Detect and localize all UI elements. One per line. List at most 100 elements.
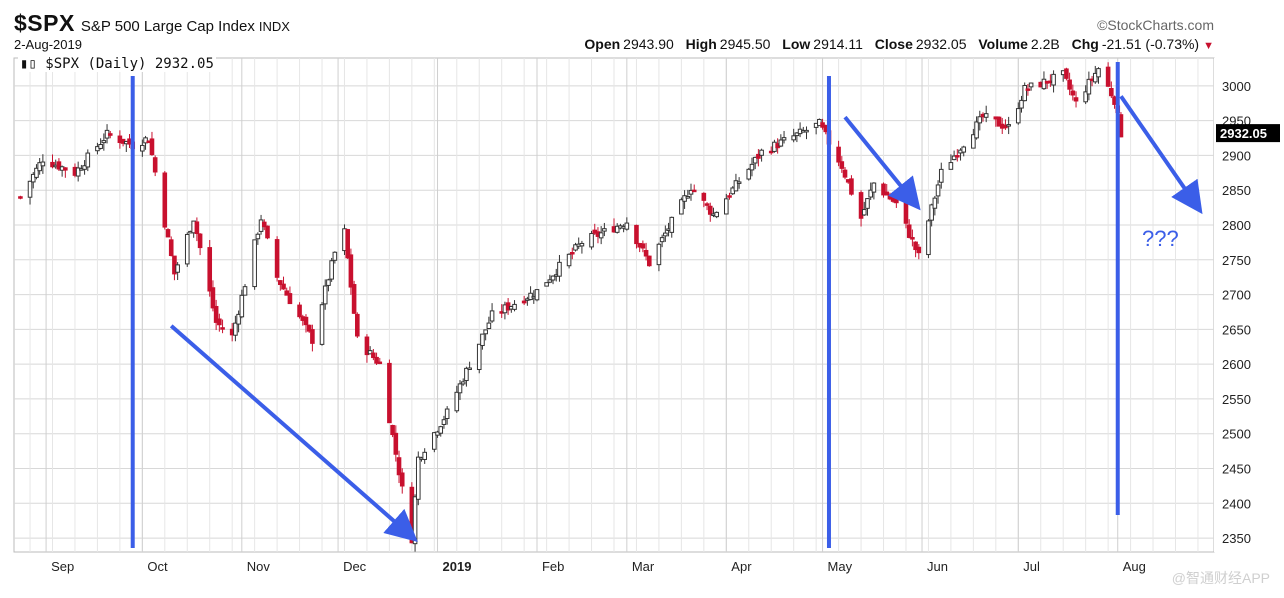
candle-body <box>143 137 148 144</box>
candle-body <box>916 246 922 254</box>
candle-body <box>476 343 482 371</box>
candle-body <box>929 204 934 221</box>
last-price-tag <box>1216 124 1280 143</box>
candle-body <box>646 255 652 267</box>
x-tick-label: Jun <box>927 559 948 574</box>
chart-date: 2-Aug-2019 <box>14 37 82 52</box>
candle-body <box>707 205 713 215</box>
high-value: 2945.50 <box>719 36 771 52</box>
candle-body <box>614 225 620 233</box>
candle-body <box>778 139 784 147</box>
exchange-code: INDX <box>258 19 290 34</box>
candle-body <box>460 381 466 385</box>
candle-body <box>858 192 864 219</box>
candle-body <box>355 313 360 337</box>
candle-body <box>1070 90 1076 96</box>
candle-body <box>242 286 248 296</box>
candle-body <box>377 361 383 365</box>
change-value: -21.51 (-0.73%) <box>1101 36 1200 52</box>
x-tick-label: Aug <box>1123 559 1146 574</box>
candle-body <box>974 121 979 139</box>
candle-body <box>415 456 421 500</box>
candle-body <box>101 140 107 144</box>
candle-body <box>663 232 668 237</box>
series-legend: ▮▯ $SPX (Daily) 2932.05 <box>18 56 216 72</box>
candle-body <box>836 146 841 163</box>
candle-body <box>861 209 867 216</box>
candle-body <box>207 247 213 292</box>
low-value: 2914.11 <box>813 36 863 52</box>
candle-body <box>239 294 245 318</box>
candle-body <box>464 367 469 382</box>
candle-body <box>281 283 286 290</box>
candle-body <box>977 116 983 124</box>
candle-body <box>303 316 309 326</box>
candle-body <box>1028 82 1034 88</box>
candle-body <box>432 432 437 450</box>
candle-body <box>1109 88 1114 97</box>
candle-body <box>486 322 492 330</box>
x-tick-label: Feb <box>542 559 564 574</box>
legend-text: $SPX (Daily) 2932.05 <box>45 56 214 72</box>
candle-body <box>955 155 960 158</box>
candle-body <box>348 254 354 288</box>
candle-body <box>332 251 338 261</box>
candle-body <box>704 203 710 206</box>
y-tick-label: 2650 <box>1222 322 1251 337</box>
volume-value: 2.2B <box>1030 36 1060 52</box>
watermark: @智通财经APP <box>1171 570 1270 586</box>
y-tick-label: 2400 <box>1222 496 1251 511</box>
candle-body <box>736 181 742 184</box>
candle-body <box>894 197 899 204</box>
candle-body <box>441 419 447 425</box>
candle-body <box>1025 88 1031 91</box>
candle-body <box>326 279 331 286</box>
candle-body <box>278 280 283 286</box>
candle-body <box>1086 78 1092 95</box>
candle-body <box>184 233 190 265</box>
candle-body <box>669 216 675 233</box>
ticker-symbol: $SPX <box>14 10 75 36</box>
candle-body <box>983 113 989 118</box>
candle-body <box>656 243 662 266</box>
candle-body <box>544 282 549 287</box>
candle-body <box>412 496 418 545</box>
candle-body <box>961 146 967 153</box>
candle-body <box>1073 97 1079 102</box>
candle-body <box>868 189 873 198</box>
candle-body <box>297 304 302 318</box>
candle-body <box>210 287 216 309</box>
candle-body <box>903 201 909 224</box>
candle-body <box>1051 73 1056 86</box>
candle-body <box>791 135 796 141</box>
candle-body <box>34 167 39 178</box>
annotation-question-text: ??? <box>1142 226 1179 251</box>
candle-body <box>50 161 55 168</box>
candle-body <box>56 161 62 170</box>
candle-body <box>685 196 691 199</box>
candle-body <box>444 408 450 420</box>
candle-body <box>910 237 915 240</box>
candle-body <box>794 132 800 137</box>
candle-body <box>194 221 200 235</box>
candle-body <box>598 232 604 239</box>
candle-body <box>27 180 33 198</box>
candle-body <box>454 391 460 412</box>
candle-body <box>75 167 81 177</box>
y-tick-label: 2350 <box>1222 531 1251 546</box>
candle-body <box>971 134 976 149</box>
candle-body <box>162 172 168 228</box>
candle-body <box>768 150 774 154</box>
x-tick-label: Jul <box>1023 559 1040 574</box>
down-triangle-icon: ▼ <box>1203 40 1214 52</box>
candle-body <box>213 305 219 323</box>
candle-body <box>265 225 270 239</box>
close-label: Close <box>874 36 913 52</box>
candle-body <box>1105 66 1111 87</box>
candle-body <box>1096 68 1101 78</box>
candle-body <box>913 241 918 251</box>
candle-body <box>534 289 540 301</box>
candle-body <box>569 252 575 255</box>
x-tick-label: 2019 <box>443 559 472 574</box>
high-label: High <box>685 36 717 52</box>
